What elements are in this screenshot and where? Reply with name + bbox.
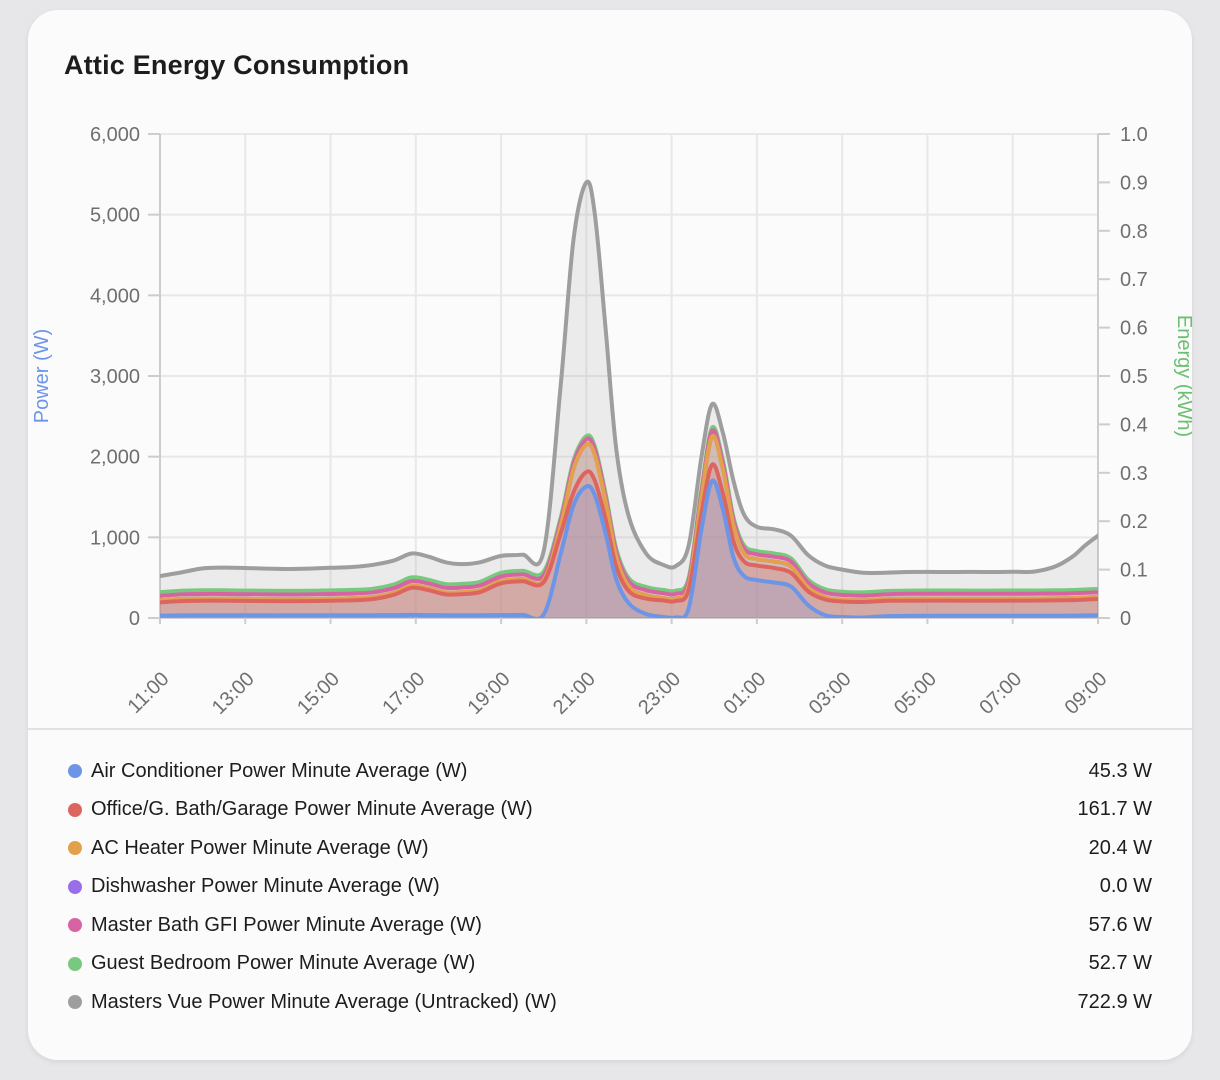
legend-value: 161.7 W [1077,798,1152,821]
legend-color-dot [68,956,82,971]
legend-color-dot [68,802,82,817]
right-axis-tick-label: 0.2 [1120,511,1148,533]
right-axis-title: Energy (kWh) [1173,315,1192,437]
left-axis-tick-label: 3,000 [90,366,140,388]
chart-area: 6,000 5,000 4,000 3,000 2,000 1,000 0 Power (W)… [28,96,1192,728]
left-axis-tick-label: 6,000 [90,124,140,146]
legend-value: 20.4 W [1088,836,1152,859]
x-axis-tick-label: 09:00 [1061,668,1112,719]
series-line-master-bath-gfi [160,428,1098,598]
left-axis-tick-label: 1,000 [90,527,140,549]
x-axis-tick-label: 11:00 [124,668,174,718]
legend-value: 722.9 W [1077,990,1152,1013]
series-area-masters-vue-untracked [160,181,1098,618]
x-axis-tick-label: 05:00 [890,668,941,719]
legend-color-dot [68,918,82,933]
right-axis-tick-label: 0 [1120,608,1131,630]
right-axis: 1.0 0.9 0.8 0.7 0.6 0.5 0.4 0.3 0.2 0.1 0 Energy (k… [1098,124,1192,630]
legend-color-dot [68,841,82,856]
legend-label: Air Conditioner Power Minute Average (W) [91,759,468,782]
legend-row-ac-heater[interactable]: AC Heater Power Minute Average (W) 20.4 W [68,829,1152,868]
left-axis-title: Power (W) [31,329,53,423]
right-axis-tick-label: 0.3 [1120,463,1148,485]
right-axis-tick-label: 0.8 [1120,221,1148,243]
legend-value: 52.7 W [1088,952,1152,975]
right-axis-tick-label: 0.7 [1120,269,1148,291]
series-group [160,179,1098,618]
legend-row-masters-vue-untracked[interactable]: Masters Vue Power Minute Average (Untrac… [68,983,1152,1022]
chart-legend: Air Conditioner Power Minute Average (W)… [28,728,1192,1022]
energy-card: Attic Energy Consumption 6,000 5,000 4,000… [28,10,1192,1060]
left-axis-tick-label: 5,000 [90,205,140,227]
legend-row-dishwasher[interactable]: Dishwasher Power Minute Average (W) 0.0 W [68,868,1152,907]
legend-label: Dishwasher Power Minute Average (W) [91,875,440,898]
legend-row-guest-bedroom[interactable]: Guest Bedroom Power Minute Average (W) 52… [68,945,1152,984]
left-axis-tick-label: 4,000 [90,285,140,307]
x-axis-tick-label: 21:00 [549,668,600,719]
legend-color-dot [68,995,82,1010]
right-axis-tick-label: 0.4 [1120,414,1148,436]
legend-row-air-conditioner[interactable]: Air Conditioner Power Minute Average (W)… [68,752,1152,791]
legend-label: Master Bath GFI Power Minute Average (W) [91,913,482,936]
right-axis-tick-label: 0.6 [1120,318,1148,340]
grid-lines [159,133,1099,624]
x-axis-tick-label: 07:00 [975,668,1026,719]
legend-value: 57.6 W [1088,913,1152,936]
legend-label: Guest Bedroom Power Minute Average (W) [91,952,476,975]
x-axis-tick-label: 03:00 [805,668,856,719]
legend-label: Masters Vue Power Minute Average (Untrac… [91,990,557,1013]
right-axis-tick-label: 0.5 [1120,366,1148,388]
right-axis-tick-label: 1.0 [1120,124,1148,146]
left-axis: 6,000 5,000 4,000 3,000 2,000 1,000 0 Power (W) [31,124,160,630]
series-line-guest-bedroom [160,424,1098,595]
series-line-air-conditioner [160,478,1098,618]
left-axis-tick-label: 0 [129,608,140,630]
x-axis-tick-label: 15:00 [293,668,344,719]
page-title: Attic Energy Consumption [64,50,410,80]
x-axis-tick-label: 19:00 [464,668,515,719]
legend-color-dot [68,764,82,779]
legend-value: 0.0 W [1099,875,1152,898]
series-line-masters-vue-untracked [160,179,1098,579]
legend-row-master-bath-gfi[interactable]: Master Bath GFI Power Minute Average (W)… [68,906,1152,945]
energy-consumption-chart[interactable]: 6,000 5,000 4,000 3,000 2,000 1,000 0 Power (W)… [28,96,1192,728]
x-axis-tick-label: 23:00 [634,668,685,719]
legend-label: AC Heater Power Minute Average (W) [91,836,429,859]
legend-label: Office/G. Bath/Garage Power Minute Avera… [91,798,533,821]
x-axis-tick-label: 17:00 [378,668,429,719]
series-line-ac-heater [160,433,1098,603]
legend-value: 45.3 W [1088,759,1152,782]
legend-row-office-g-bath-garage[interactable]: Office/G. Bath/Garage Power Minute Avera… [68,791,1152,830]
series-line-office-g-bath-garage [160,462,1098,605]
legend-color-dot [68,879,82,894]
x-axis-tick-label: 13:00 [208,668,259,719]
right-axis-tick-label: 0.9 [1120,172,1148,194]
left-axis-tick-label: 2,000 [90,447,140,469]
x-axis-tick-label: 01:00 [719,668,770,719]
right-axis-tick-label: 0.1 [1120,560,1148,582]
x-axis: 11:00 13:00 15:00 17:00 19:00 21:00 23:00 01:00… [124,668,1112,719]
